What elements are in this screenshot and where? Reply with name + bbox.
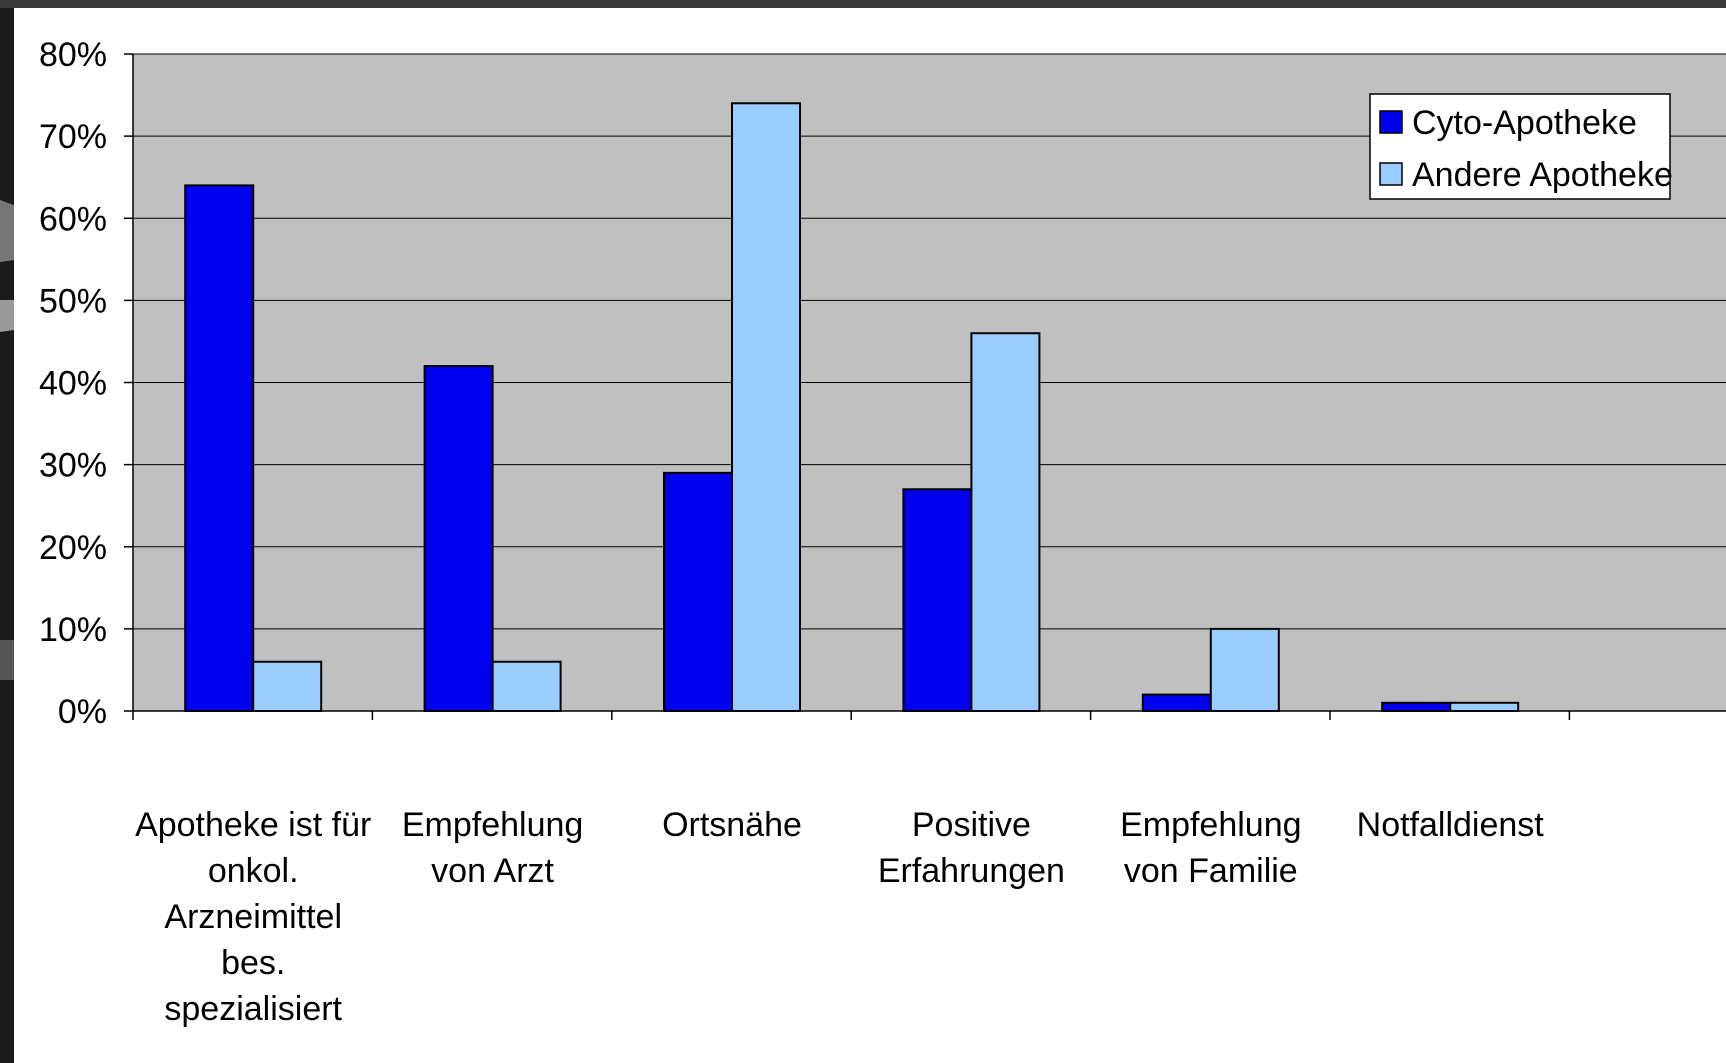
legend-swatch-cyto xyxy=(1379,110,1403,134)
x-category-label-line: bes. xyxy=(221,944,285,982)
legend-label: Cyto-Apotheke xyxy=(1412,104,1637,142)
y-tick-label: 30% xyxy=(39,447,107,485)
bar-andere-1 xyxy=(491,660,562,712)
bar-andere-3 xyxy=(970,332,1041,712)
legend-swatch-andere xyxy=(1379,162,1403,186)
x-category-label-line: Empfehlung xyxy=(1120,806,1301,844)
x-category-label-line: Erfahrungen xyxy=(878,852,1065,890)
x-category-label: Empfehlung von Familie xyxy=(1120,806,1301,890)
y-tick-label: 40% xyxy=(39,365,107,403)
y-tick-label: 20% xyxy=(39,529,107,567)
x-category-label-line: Notfalldienst xyxy=(1357,806,1545,844)
bar-andere-4 xyxy=(1209,627,1280,712)
y-tick-label: 60% xyxy=(39,200,107,238)
bar-cyto-4 xyxy=(1141,693,1212,713)
x-category-label-line: Positive xyxy=(912,806,1031,844)
bar-cyto-3 xyxy=(902,488,973,713)
x-category-label-line: von Arzt xyxy=(431,852,554,890)
y-tick-label: 50% xyxy=(39,282,107,320)
bar-cyto-5 xyxy=(1381,701,1452,712)
x-category-label-line: Apotheke ist für xyxy=(135,806,371,844)
legend-label: Andere Apotheke xyxy=(1412,156,1673,194)
y-tick-label: 80% xyxy=(39,36,107,74)
x-category-label: Ortsnähe xyxy=(662,806,802,844)
bar-cyto-1 xyxy=(423,365,494,712)
legend-box xyxy=(1369,93,1671,200)
x-category-label: Positive Erfahrungen xyxy=(878,806,1065,890)
x-category-label-line: spezialisiert xyxy=(164,990,342,1028)
bar-cyto-2 xyxy=(663,471,733,712)
y-tick-label: 10% xyxy=(39,611,107,649)
x-category-label-line: Empfehlung xyxy=(402,806,583,844)
y-tick-label: 0% xyxy=(58,693,107,731)
x-category-label: Empfehlung von Arzt xyxy=(402,806,583,890)
bar-cyto-0 xyxy=(184,184,255,712)
bar-andere-2 xyxy=(731,102,801,712)
x-category-label: Notfalldienst xyxy=(1357,806,1545,844)
x-category-label-line: Ortsnähe xyxy=(662,806,802,844)
x-category-label-line: Arzneimittel xyxy=(164,898,342,936)
x-category-label-line: onkol. xyxy=(208,852,299,890)
x-category-label: Apotheke ist für onkol. Arzneimittel bes. sp… xyxy=(135,806,371,1028)
x-category-label-line: von Familie xyxy=(1124,852,1298,890)
bar-andere-5 xyxy=(1449,701,1520,712)
y-tick-label: 70% xyxy=(39,118,107,156)
bar-andere-0 xyxy=(252,660,323,712)
